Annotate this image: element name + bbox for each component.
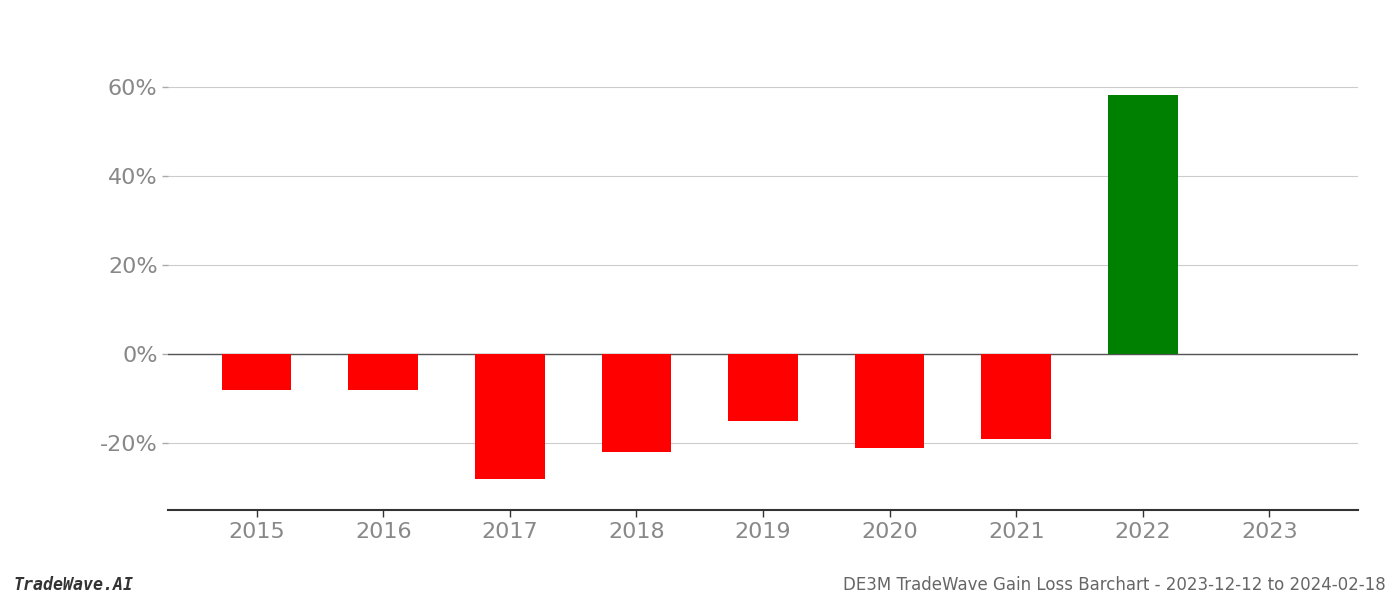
Bar bbox=[475, 354, 545, 479]
Text: DE3M TradeWave Gain Loss Barchart - 2023-12-12 to 2024-02-18: DE3M TradeWave Gain Loss Barchart - 2023… bbox=[843, 576, 1386, 594]
Text: TradeWave.AI: TradeWave.AI bbox=[14, 576, 134, 594]
Bar bbox=[221, 354, 291, 389]
Bar bbox=[728, 354, 798, 421]
Bar bbox=[1107, 95, 1177, 354]
Bar bbox=[855, 354, 924, 448]
Bar bbox=[981, 354, 1051, 439]
Bar bbox=[349, 354, 419, 389]
Bar bbox=[602, 354, 671, 452]
